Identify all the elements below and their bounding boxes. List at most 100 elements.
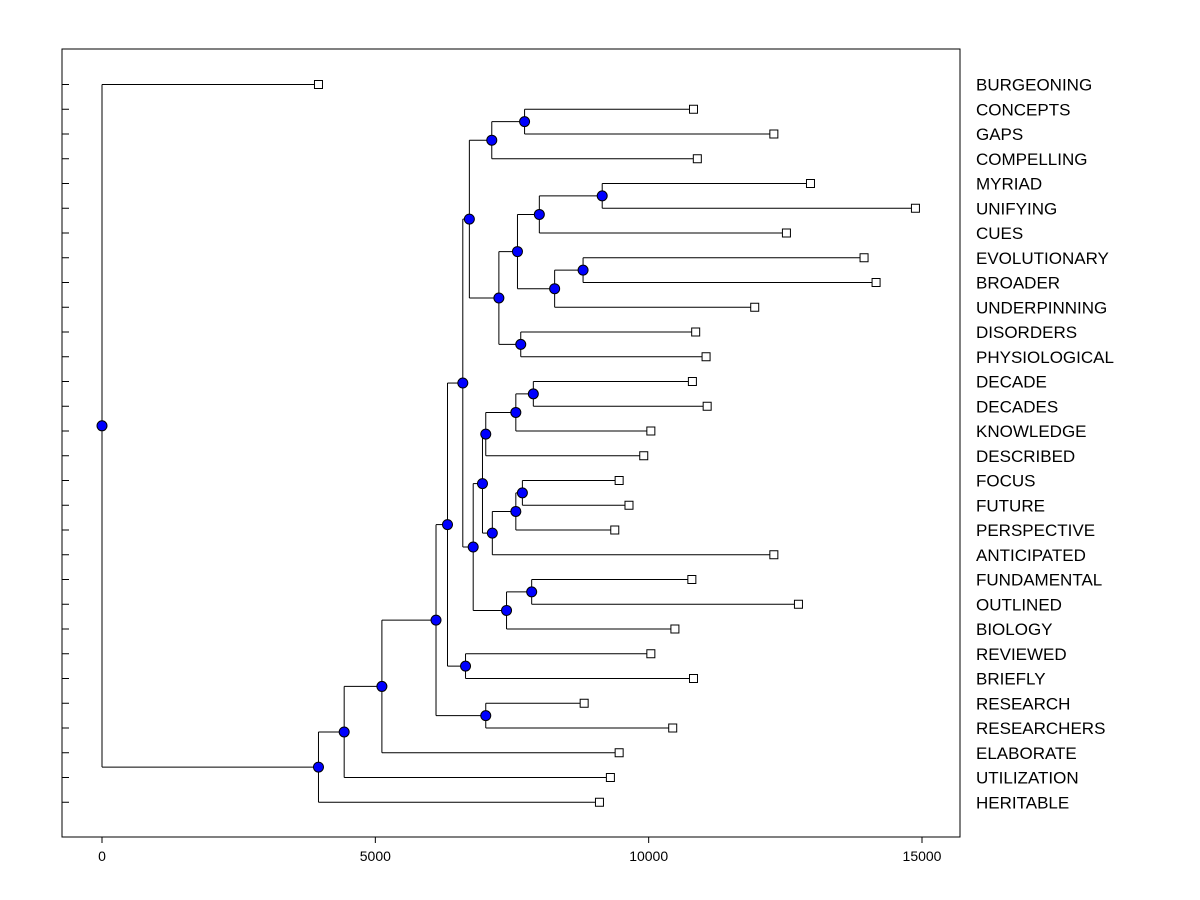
leaf-marker-research (579, 698, 589, 708)
merge-node-14 (516, 487, 528, 499)
leaf-marker-knowledge (646, 426, 656, 436)
leaf-label-fundamental: FUNDAMENTAL (976, 571, 1102, 590)
leaf-marker-myriad (805, 179, 815, 188)
leaf-marker-unifying (910, 203, 920, 213)
leaf-label-physiological: PHYSIOLOGICAL (976, 348, 1114, 367)
leaf-marker-gaps (769, 129, 779, 139)
leaf-marker-compelling (692, 154, 702, 164)
merge-node-2 (486, 134, 498, 146)
merge-node-7 (511, 246, 523, 258)
leaf-marker-decade (687, 377, 697, 386)
leaf-marker-focus (614, 476, 624, 485)
merge-node-4 (533, 208, 545, 220)
merge-node-26 (376, 680, 388, 692)
leaf-marker-outlined (793, 599, 803, 609)
leaf-label-evolutionary: EVOLUTIONARY (976, 249, 1109, 268)
leaf-label-described: DESCRIBED (976, 447, 1075, 466)
leaf-label-decades: DECADES (976, 397, 1058, 416)
leaf-label-burgeoning: BURGEONING (976, 76, 1092, 95)
leaf-label-utilization: UTILIZATION (976, 769, 1079, 788)
leaf-label-heritable: HERITABLE (976, 793, 1069, 812)
leaf-label-briefly: BRIEFLY (976, 670, 1046, 689)
plot-frame (61, 48, 961, 838)
leaf-label-broader: BROADER (976, 274, 1060, 293)
x-tick-label-15000: 15000 (903, 848, 942, 864)
merge-node-6 (549, 283, 561, 295)
leaf-label-compelling: COMPELLING (976, 150, 1087, 169)
leaf-marker-disorders (691, 327, 701, 337)
leaf-marker-biology (670, 624, 680, 634)
x-axis-tick-labels: 0 5000 10000 15000 (98, 848, 942, 864)
leaf-label-elaborate: ELABORATE (976, 744, 1077, 763)
leaf-marker-physiological (701, 352, 711, 362)
leaf-label-cues: CUES (976, 224, 1023, 243)
merge-node-3 (596, 190, 608, 202)
leaf-label-decade: DECADE (976, 373, 1047, 392)
leaf-marker-described (639, 451, 649, 461)
leaf-marker-concepts (688, 104, 698, 114)
leaf-marker-researchers (668, 723, 678, 733)
merge-node-28 (312, 761, 324, 773)
leaf-markers (313, 80, 920, 807)
merge-node-8 (515, 338, 527, 350)
merge-node-24 (480, 710, 492, 722)
merge-node-19 (501, 604, 513, 616)
x-tick-label-10000: 10000 (629, 848, 668, 864)
merge-node-27 (338, 726, 350, 738)
leaf-label-perspective: PERSPECTIVE (976, 521, 1095, 540)
leaf-marker-perspective (610, 525, 620, 535)
leaf-marker-decades (702, 401, 712, 411)
leaf-label-concepts: CONCEPTS (976, 100, 1070, 119)
merge-node-17 (476, 478, 488, 490)
tick-marks (62, 84, 923, 843)
merge-node-22 (460, 660, 472, 672)
leaf-label-research: RESEARCH (976, 694, 1070, 713)
x-tick-label-0: 0 (98, 848, 106, 864)
leaf-marker-anticipated (769, 550, 779, 560)
leaf-marker-underpinning (750, 302, 760, 312)
x-tick-label-5000: 5000 (360, 848, 391, 864)
merge-node-29 (96, 420, 108, 432)
leaf-label-focus: FOCUS (976, 472, 1036, 491)
leaf-marker-heritable (594, 797, 604, 807)
merge-node-16 (486, 527, 498, 539)
leaf-marker-fundamental (687, 575, 697, 584)
merge-node-18 (526, 586, 538, 598)
leaf-marker-future (624, 500, 634, 510)
merge-node-1 (519, 116, 531, 128)
leaf-label-disorders: DISORDERS (976, 323, 1077, 342)
leaf-label-unifying: UNIFYING (976, 199, 1057, 218)
leaf-label-biology: BIOLOGY (976, 620, 1053, 639)
merge-node-15 (510, 505, 522, 517)
merge-node-23 (441, 519, 453, 531)
leaf-label-gaps: GAPS (976, 125, 1023, 144)
leaf-label-anticipated: ANTICIPATED (976, 546, 1086, 565)
leaf-label-myriad: MYRIAD (976, 175, 1042, 194)
merge-node-13 (480, 428, 492, 440)
leaf-marker-broader (871, 278, 881, 287)
merge-node-5 (577, 264, 589, 276)
leaf-label-researchers: RESEARCHERS (976, 719, 1105, 738)
leaf-label-outlined: OUTLINED (976, 595, 1062, 614)
merge-node-10 (463, 213, 475, 225)
leaf-marker-reviewed (646, 649, 656, 659)
leaf-marker-evolutionary (859, 253, 869, 263)
leaf-label-knowledge: KNOWLEDGE (976, 422, 1087, 441)
leaf-label-reviewed: REVIEWED (976, 645, 1067, 664)
leaf-marker-elaborate (614, 748, 624, 758)
merge-nodes (96, 116, 608, 773)
leaf-label-future: FUTURE (976, 496, 1045, 515)
merge-node-25 (430, 614, 442, 626)
merge-node-9 (493, 292, 505, 304)
leaf-marker-utilization (605, 773, 615, 782)
leaf-labels: BURGEONING CONCEPTS GAPS COMPELLING MYRIAD UN… (976, 76, 1114, 813)
leaf-label-underpinning: UNDERPINNING (976, 298, 1107, 317)
merge-node-20 (467, 541, 479, 553)
merge-node-11 (527, 388, 539, 400)
leaf-marker-briefly (688, 674, 698, 683)
leaf-marker-cues (781, 228, 791, 238)
merge-node-21 (457, 377, 469, 389)
leaf-marker-burgeoning (313, 80, 323, 89)
merge-node-12 (510, 406, 522, 418)
